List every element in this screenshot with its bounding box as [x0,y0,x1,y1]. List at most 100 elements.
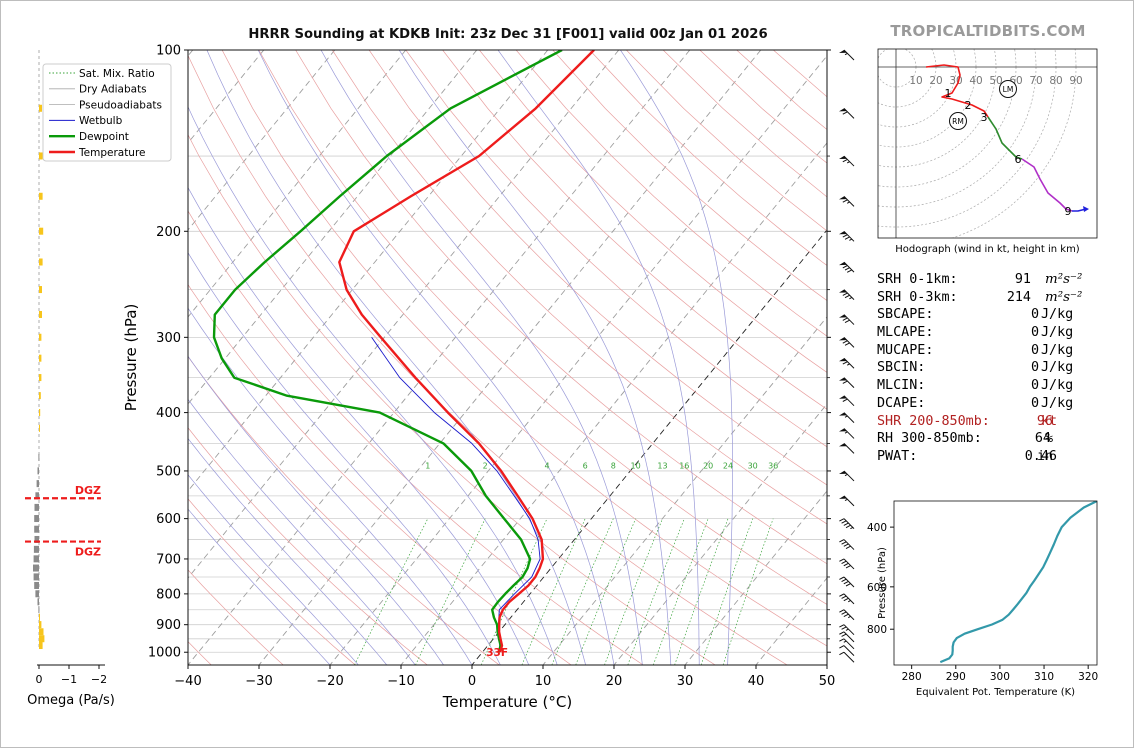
omega-bar [37,467,39,475]
y-tick-label: 600 [156,512,181,527]
barb-half [844,52,848,56]
hodo-height-label: 3 [981,111,988,124]
wind-barb [839,377,855,389]
omega-bar [39,227,44,235]
barb-half [847,615,851,619]
barb-full [839,576,845,580]
barb-full [842,317,848,321]
index-value: 0 [1030,378,1039,394]
barb-staff [843,631,855,643]
barb-full [844,236,850,240]
omega-bar [33,573,39,581]
barb-flag [839,156,847,160]
storm-motion-label: RM [952,117,964,126]
theta-e-panel: 280 290 300 310 320 400 600 800 Equivalent Pot. … [867,500,1098,698]
mixing-ratio-label: 16 [679,462,689,471]
hodo-height-label: 9 [1065,205,1072,218]
index-value: 0 [1030,395,1039,411]
isotherm [613,403,827,665]
omega-axis-label: Omega (Pa/s) [27,693,115,708]
x-tick-label: −40 [174,674,201,689]
omega-bar [39,286,42,294]
index-value: 0 [1030,325,1039,341]
barb-staff [843,395,855,407]
theta-e-y-tick-label: 800 [867,624,887,636]
pseudoadiabat [188,355,444,665]
index-row: SRH 0-1km: 91 m²s⁻² [877,271,1097,289]
barb-staff [843,593,855,605]
barb-flag [839,377,847,381]
hodo-trace [987,116,1023,160]
barb-full [845,545,851,550]
mixing-ratio-label: 6 [583,462,588,471]
omega-bar [34,535,39,543]
index-label: SRH 0-1km: [877,272,958,287]
y-tick-label: 200 [156,225,181,240]
barb-full [844,294,850,299]
zero-isotherm [471,229,827,665]
barb-full [841,626,847,630]
barb-full [844,319,850,324]
index-label: PWAT: [877,448,918,464]
omega-bar [34,515,39,523]
barb-full [845,524,851,529]
wind-barb [839,261,855,273]
barb-full [842,199,848,203]
barb-full [843,543,849,547]
theta-e-y-tick-label: 600 [867,582,887,594]
dry-adiabat [258,50,827,605]
hodo-ring-label: 40 [969,75,982,87]
wind-barb [839,495,855,507]
mixing-ratio-line [700,518,754,665]
omega-bar [33,555,39,563]
mixing-ratio-label: 10 [631,462,641,471]
barb-staff [843,336,855,348]
barb-flag [839,337,847,341]
theta-e-x-tick-label: 320 [1078,671,1098,683]
isotherm [188,50,691,665]
mixing-ratio-label: 30 [748,462,758,471]
index-value: 214 [1006,289,1031,305]
mixing-ratio-label: 20 [703,462,713,471]
hodo-arrow [1083,206,1089,212]
barb-flag [839,231,847,235]
wind-barb [839,624,855,636]
omega-bar [34,503,39,511]
pseudoadiabat [257,50,615,665]
wind-barb [839,539,855,550]
legend-label: Pseudoadiabats [79,99,162,111]
index-unit: J/kg [1041,325,1074,341]
theta-e-x-tick-label: 310 [1034,671,1054,683]
mixing-ratio-line [354,518,429,665]
barb-half [844,415,848,418]
barb-staff [843,108,855,119]
theta-e-y-label: Pressure (hPa) [877,547,888,619]
y-tick-label: 800 [156,587,181,602]
barb-full [842,265,848,269]
barb-staff [843,377,855,389]
wind-barb [839,428,855,439]
index-unit: J/kg [1041,342,1074,358]
hodo-trace [1072,208,1087,212]
hodo-trace [925,64,989,118]
index-row: SRH 0-3km: 214 m²s⁻² [877,289,1097,307]
index-value: 0 [1030,307,1039,323]
index-row: MUCAPE: 0 J/kg [877,342,1097,360]
barb-half [844,498,848,502]
barb-staff [843,558,855,570]
mixing-ratio-line [722,518,774,665]
isotherm [542,316,827,665]
pseudoadiabat [188,508,331,665]
barb-staff [843,495,855,507]
index-row: SBCIN: 0 J/kg [877,359,1097,377]
pseudoadiabat [497,50,700,665]
dry-adiabat [188,355,500,665]
index-unit: J/kg [1041,395,1074,411]
mixing-ratio-label: 4 [544,462,549,471]
index-label: RH 300-850mb: [877,431,982,447]
index-row: PWAT: 0.46 in [877,448,1097,466]
barb-flag [839,314,847,318]
hodo-ring-label: 10 [909,75,922,87]
pseudoadiabat [188,186,530,665]
index-label: MLCIN: [877,378,926,394]
